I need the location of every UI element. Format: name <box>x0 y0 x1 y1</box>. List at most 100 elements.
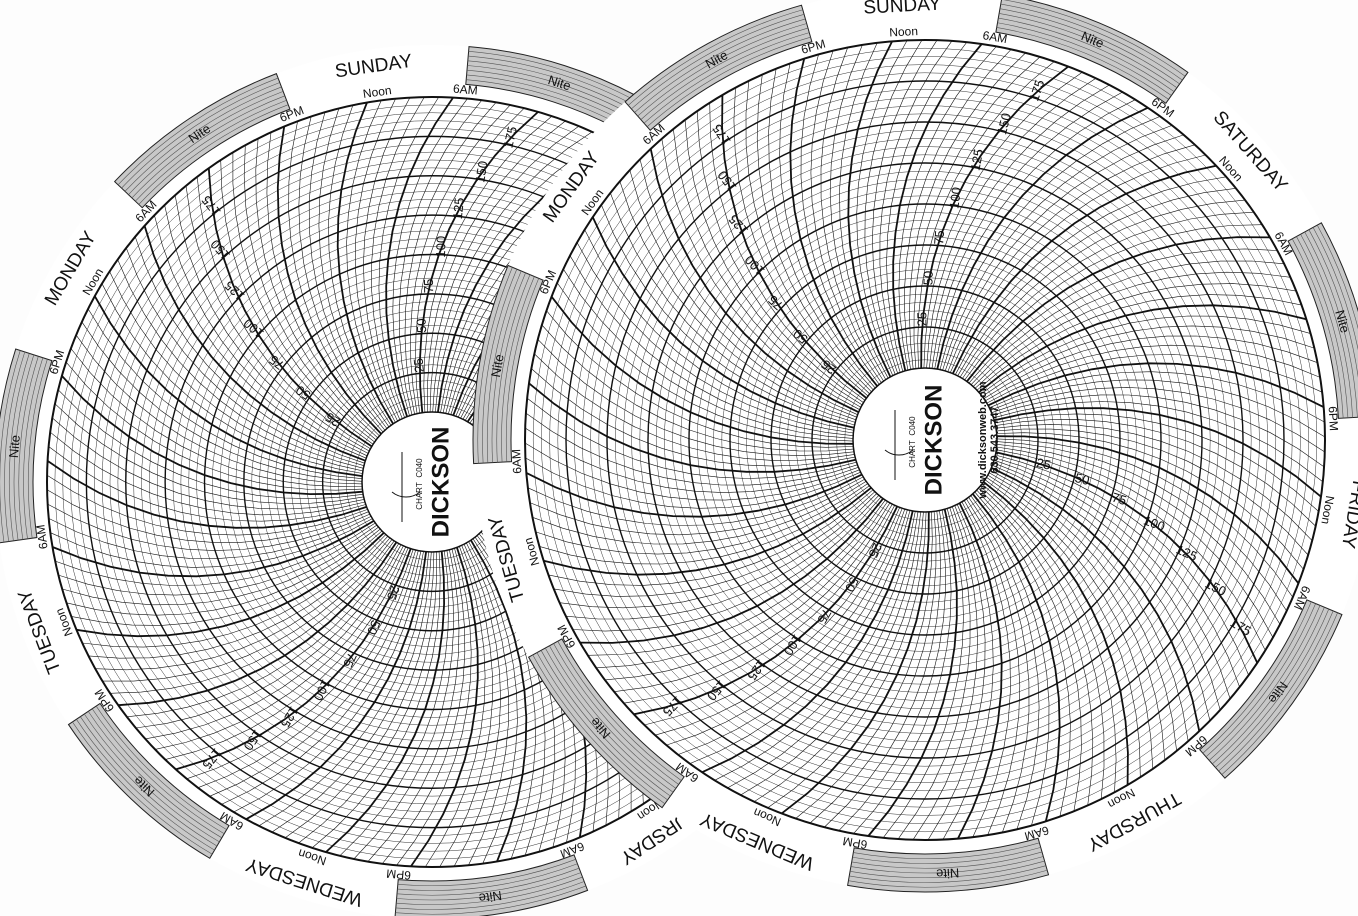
time-spoke <box>666 508 906 746</box>
time-spoke <box>164 205 368 457</box>
time-spoke <box>986 354 1323 404</box>
model: C040 <box>908 416 917 436</box>
hub-curl <box>884 449 914 456</box>
band-hatch <box>84 713 220 843</box>
time-spoke <box>134 236 365 464</box>
time-spoke <box>983 481 1129 785</box>
time-spoke <box>271 551 432 833</box>
band-hatch <box>395 881 585 910</box>
time-spoke <box>48 446 366 522</box>
night-band <box>624 4 813 131</box>
time-spoke <box>298 116 386 431</box>
time-spoke <box>50 518 373 568</box>
band-hatch <box>124 86 282 192</box>
chart-label: CHART <box>908 440 917 468</box>
time-spoke <box>325 551 446 853</box>
time-spoke <box>800 54 880 385</box>
night-label: Nite <box>936 865 960 881</box>
time-spoke <box>145 545 404 740</box>
time-spoke <box>47 460 367 529</box>
time-spoke <box>996 438 1294 598</box>
time-spoke <box>972 493 1061 822</box>
time-spoke <box>951 164 1217 374</box>
band-hatch <box>505 278 540 462</box>
band-hatch <box>849 865 1046 883</box>
band-hatch <box>1304 231 1358 418</box>
scale-label: 50 <box>293 383 313 404</box>
scale-label: 25 <box>865 541 885 560</box>
time-spoke <box>601 204 855 426</box>
scale-ring <box>811 326 1039 554</box>
band-hatch <box>95 705 227 830</box>
time-spoke <box>404 102 497 415</box>
time-spoke <box>714 511 916 781</box>
time-spoke <box>623 505 895 704</box>
time-spoke <box>543 487 872 576</box>
grid-ring <box>778 293 1072 587</box>
evening-label: 6PM <box>842 834 869 852</box>
time-spoke <box>266 132 380 437</box>
time-spoke <box>981 483 1117 793</box>
band-hatch <box>396 872 581 901</box>
band-hatch <box>138 104 289 205</box>
time-spoke <box>308 112 388 429</box>
scale-label: 100 <box>1142 513 1168 535</box>
time-spoke <box>929 84 1110 369</box>
time-spoke <box>993 459 1231 699</box>
time-spoke <box>996 428 1309 556</box>
time-spoke <box>957 188 1236 376</box>
band-hatch <box>851 851 1043 869</box>
time-spoke <box>569 255 854 436</box>
band-hatch <box>553 643 679 785</box>
band-hatch <box>628 9 803 106</box>
grid-ring <box>803 318 1047 562</box>
band-hatch <box>23 357 44 539</box>
time-spoke <box>535 483 868 555</box>
night-label: Nite <box>1332 308 1353 334</box>
time-spoke <box>563 268 854 439</box>
band-hatch <box>643 32 810 124</box>
time-spoke <box>135 544 402 729</box>
time-spoke <box>174 195 369 454</box>
band-hatch <box>491 272 526 463</box>
time-spoke <box>936 106 1149 370</box>
time-spoke <box>994 413 1319 512</box>
band-hatch <box>1300 234 1353 418</box>
time-spoke <box>528 382 856 473</box>
time-spoke <box>572 496 882 632</box>
noon-label: Noon <box>1318 495 1337 526</box>
time-spoke <box>109 271 363 472</box>
time-spoke <box>879 40 953 373</box>
morning-label: 6AM <box>33 524 50 550</box>
grid-ring <box>631 146 1219 734</box>
time-spoke <box>989 371 1325 423</box>
time-spoke <box>587 499 886 656</box>
time-spoke <box>994 457 1240 688</box>
time-spoke <box>931 91 1123 369</box>
band-hatch <box>396 876 583 906</box>
band-hatch <box>72 721 213 855</box>
time-spoke <box>976 489 1082 812</box>
time-spoke <box>427 120 566 413</box>
time-spoke <box>917 61 1055 369</box>
scale-ring <box>688 203 1162 677</box>
time-spoke <box>258 551 429 827</box>
time-spoke <box>996 444 1281 625</box>
time-spoke <box>649 148 859 414</box>
scale-ring <box>647 162 1203 718</box>
time-spoke <box>432 131 593 413</box>
time-spoke <box>968 497 1040 830</box>
time-spoke <box>644 507 900 726</box>
time-spoke <box>947 144 1195 372</box>
band-hatch <box>1208 605 1321 761</box>
time-spoke <box>381 549 466 864</box>
time-spoke <box>392 98 468 416</box>
time-spoke <box>972 271 1291 387</box>
time-spoke <box>733 87 869 397</box>
band-hatch <box>998 17 1175 92</box>
evening-label: 6PM <box>800 37 828 57</box>
scale-label: 50 <box>364 618 383 637</box>
time-spoke <box>655 508 903 736</box>
time-spoke <box>175 548 412 771</box>
time-spoke <box>82 534 387 648</box>
